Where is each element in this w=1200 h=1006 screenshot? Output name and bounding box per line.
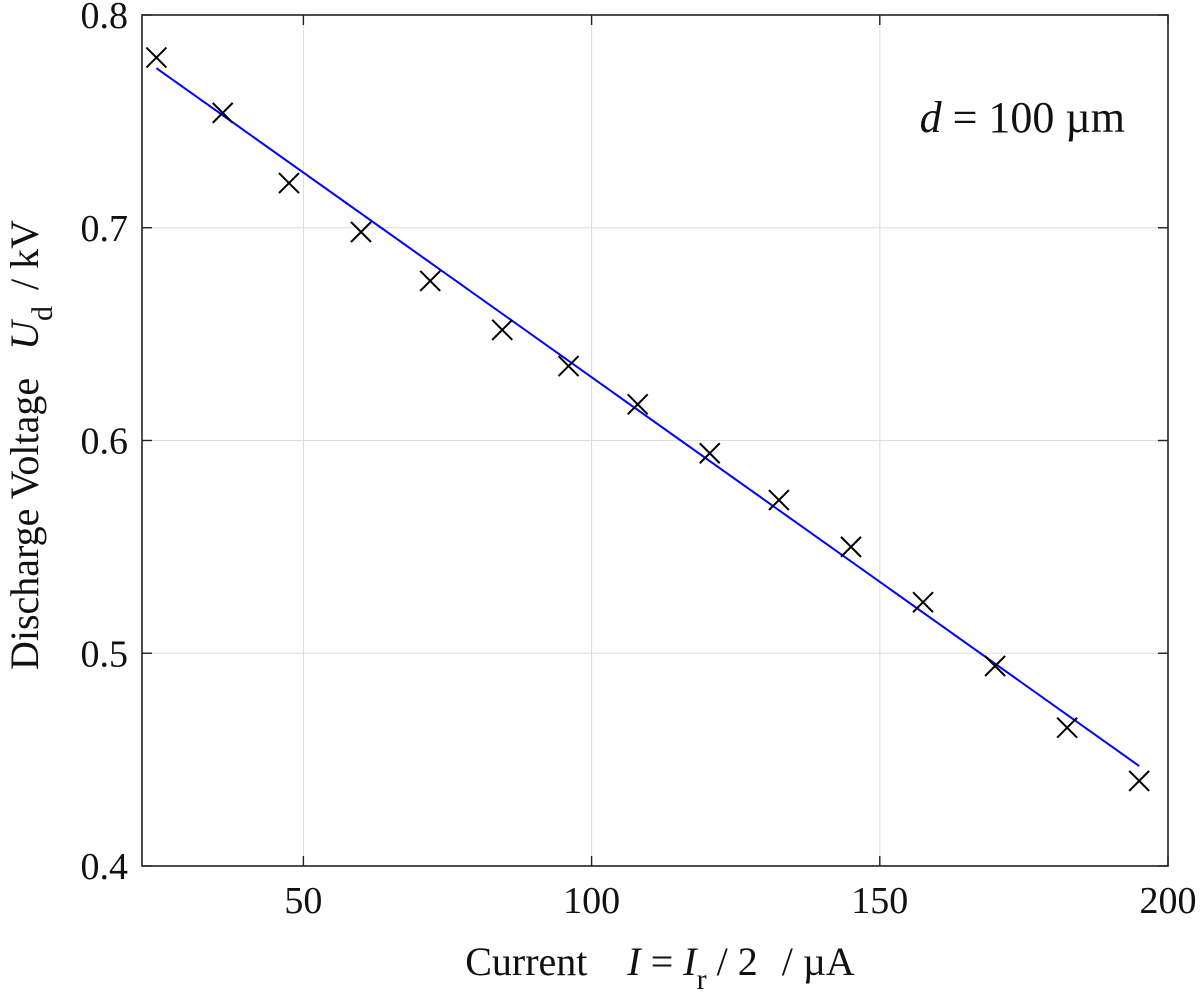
y-tick-label: 0.7 <box>81 208 129 250</box>
x-label-var2: I <box>682 939 698 984</box>
tick-labels: 50 100 150 200 0.4 0.5 0.6 0.7 0.8 <box>81 0 1197 922</box>
data-point-marker <box>984 655 1006 677</box>
x-axis-label: Current I = Ir / 2 / µA <box>465 939 855 996</box>
data-point-marker <box>768 489 790 511</box>
x-label-rest: / 2 <box>707 939 758 984</box>
axis-ticks <box>142 14 1169 867</box>
y-label-var: U <box>2 318 47 350</box>
fit-line <box>155 67 1140 767</box>
x-label-eq: = <box>641 939 684 984</box>
x-label-prefix: Current <box>465 939 587 984</box>
x-tick-label: 50 <box>284 880 322 922</box>
data-point-marker <box>419 270 441 292</box>
data-point-marker <box>557 355 580 377</box>
annotation-var: d <box>920 93 943 142</box>
data-point-marker <box>699 442 721 464</box>
x-tick-label: 150 <box>851 880 908 922</box>
annotation-text: = 100 µm <box>942 93 1125 142</box>
data-point-marker <box>491 319 513 341</box>
data-point-marker <box>1128 770 1150 792</box>
data-point-marker <box>627 393 649 416</box>
x-label-sub: r <box>697 963 707 996</box>
data-point-marker <box>912 591 934 613</box>
grid-lines <box>142 14 1169 867</box>
gap-annotation: d = 100 µm <box>920 93 1125 142</box>
x-label-var: I <box>626 939 642 984</box>
data-point-marker <box>1056 717 1078 739</box>
fit-line-group <box>155 67 1140 767</box>
x-tick-label: 200 <box>1140 880 1197 922</box>
y-label-sub: d <box>26 306 59 321</box>
data-point-marker <box>840 536 862 558</box>
y-label-prefix: Discharge Voltage <box>2 378 47 670</box>
data-point-marker <box>211 102 234 124</box>
y-tick-label: 0.8 <box>81 0 129 37</box>
y-axis-label: Discharge Voltage Ud / kV <box>2 220 59 670</box>
data-markers <box>145 46 1150 792</box>
y-label-unit: / kV <box>2 220 47 300</box>
y-tick-label: 0.6 <box>81 421 129 463</box>
data-point-marker <box>278 172 300 194</box>
y-tick-label: 0.4 <box>81 846 129 888</box>
y-tick-label: 0.5 <box>81 633 129 675</box>
data-point-marker <box>145 46 168 69</box>
x-label-unit: / µA <box>772 939 855 984</box>
x-tick-label: 100 <box>563 880 620 922</box>
data-point-marker <box>350 221 372 243</box>
